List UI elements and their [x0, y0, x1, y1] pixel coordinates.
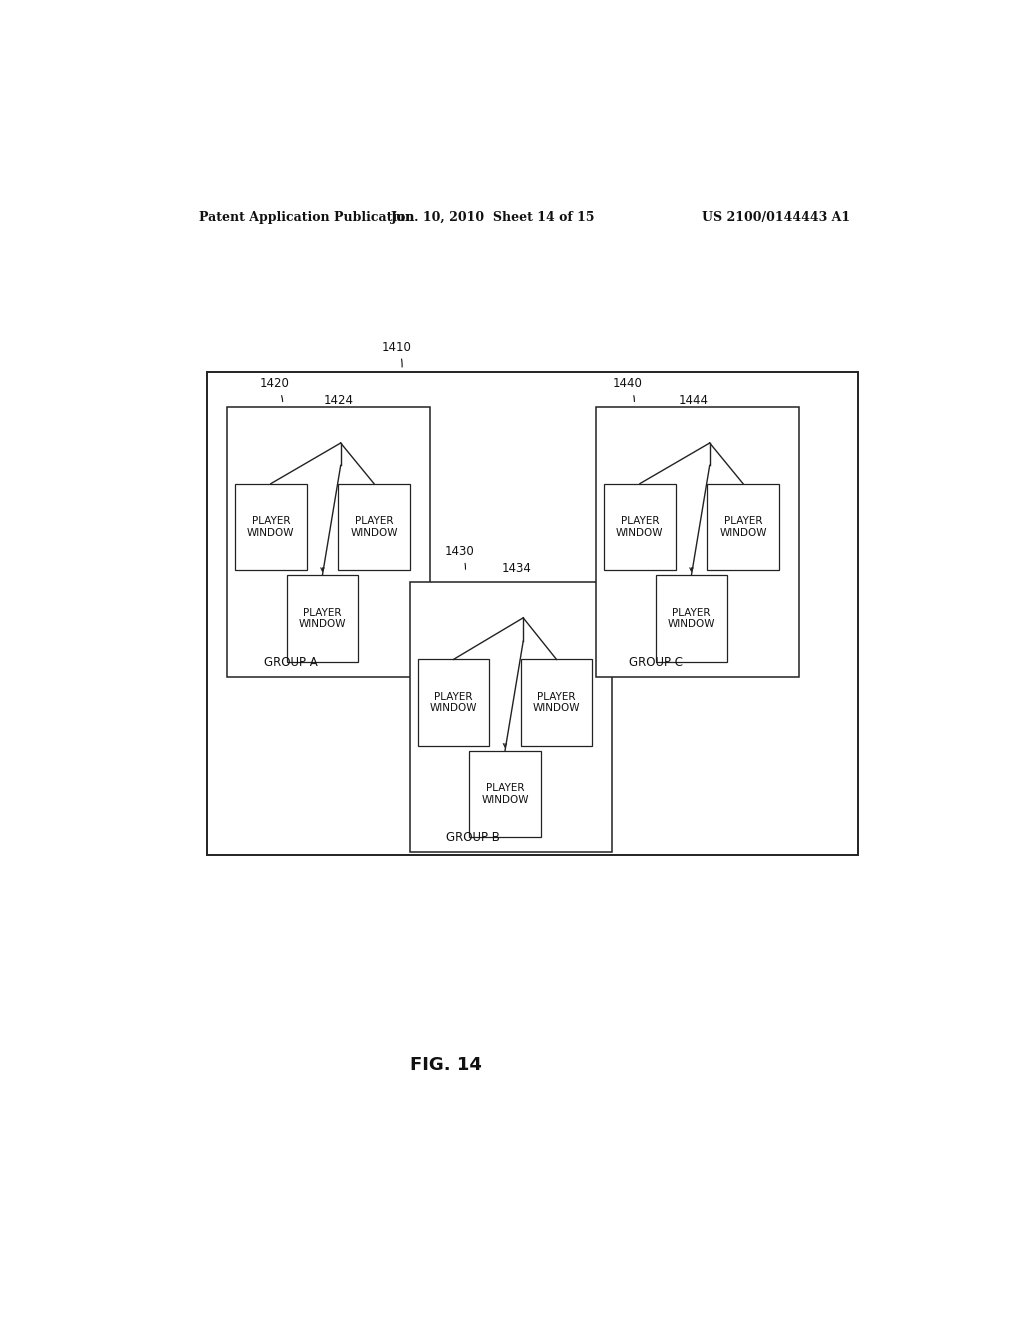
- Text: Patent Application Publication: Patent Application Publication: [200, 211, 415, 224]
- Bar: [418, 660, 489, 746]
- Text: 1444: 1444: [679, 395, 709, 408]
- Text: GROUP C: GROUP C: [629, 656, 683, 669]
- Text: PLAYER
WINDOW: PLAYER WINDOW: [299, 607, 346, 630]
- Text: PLAYER
WINDOW: PLAYER WINDOW: [532, 692, 581, 714]
- Text: 1420: 1420: [260, 378, 290, 401]
- Bar: [521, 660, 592, 746]
- Bar: [338, 483, 410, 570]
- Text: FIG. 14: FIG. 14: [410, 1056, 481, 1074]
- Bar: [708, 483, 778, 570]
- Bar: [207, 372, 858, 854]
- Text: PLAYER
WINDOW: PLAYER WINDOW: [616, 516, 664, 537]
- Bar: [655, 576, 727, 661]
- Text: PLAYER
WINDOW: PLAYER WINDOW: [481, 783, 528, 805]
- Text: Jun. 10, 2010  Sheet 14 of 15: Jun. 10, 2010 Sheet 14 of 15: [391, 211, 595, 224]
- Text: US 2100/0144443 A1: US 2100/0144443 A1: [702, 211, 850, 224]
- Text: PLAYER
WINDOW: PLAYER WINDOW: [247, 516, 295, 537]
- Bar: [410, 582, 612, 851]
- Text: PLAYER
WINDOW: PLAYER WINDOW: [719, 516, 767, 537]
- Text: 1430: 1430: [444, 545, 474, 569]
- Bar: [227, 408, 430, 677]
- Bar: [236, 483, 306, 570]
- Bar: [596, 408, 799, 677]
- Text: 1410: 1410: [381, 341, 412, 367]
- Text: PLAYER
WINDOW: PLAYER WINDOW: [430, 692, 477, 714]
- Text: GROUP B: GROUP B: [446, 832, 500, 845]
- Text: GROUP A: GROUP A: [264, 656, 317, 669]
- Text: 1440: 1440: [613, 378, 643, 401]
- Text: PLAYER
WINDOW: PLAYER WINDOW: [350, 516, 397, 537]
- Text: 1434: 1434: [502, 562, 531, 576]
- Bar: [469, 751, 541, 837]
- Bar: [604, 483, 676, 570]
- Text: PLAYER
WINDOW: PLAYER WINDOW: [668, 607, 715, 630]
- Bar: [287, 576, 358, 661]
- Text: 1424: 1424: [324, 395, 353, 408]
